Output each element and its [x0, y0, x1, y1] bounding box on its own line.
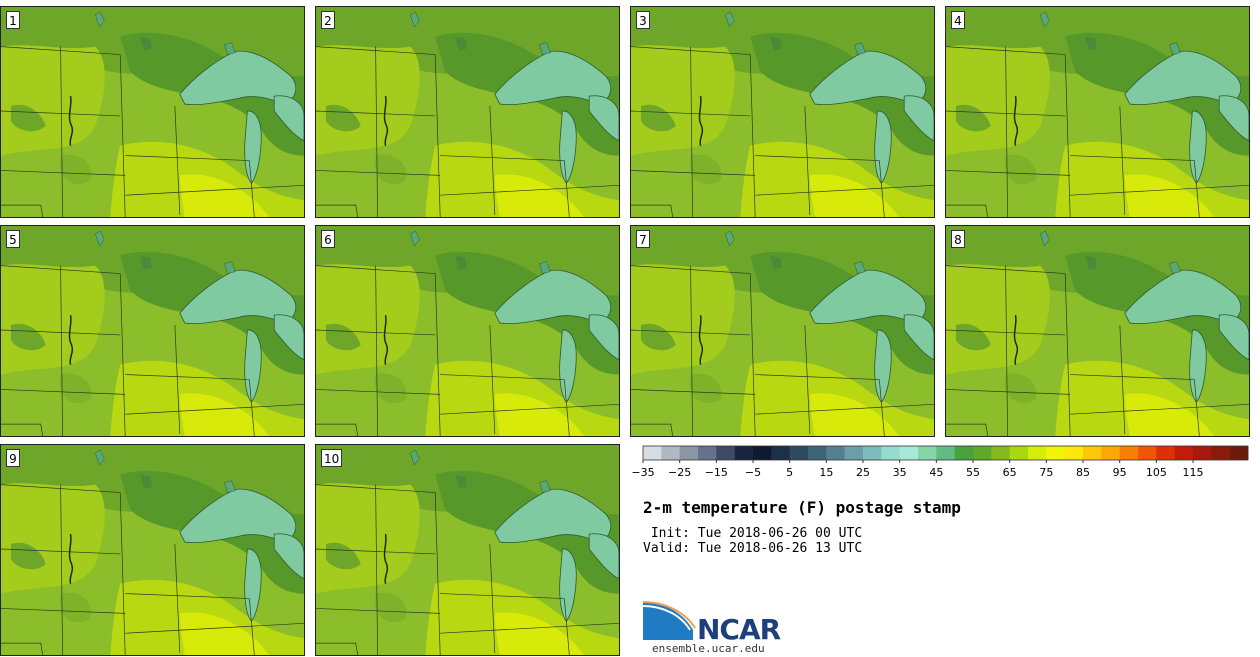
- colorbar-tick-label: 35: [893, 466, 907, 479]
- colorbar-swatch: [1009, 446, 1029, 460]
- member-panel-4: 4: [945, 6, 1250, 218]
- colorbar-swatch: [1174, 446, 1194, 460]
- colorbar-swatch: [936, 446, 955, 460]
- valid-time: Valid: Tue 2018-06-26 13 UTC: [643, 541, 863, 556]
- colorbar-tick-label: −35: [631, 466, 654, 479]
- member-number-label: 7: [636, 230, 650, 248]
- chart-title: 2-m temperature (F) postage stamp: [643, 498, 961, 517]
- colorbar-tick-label: 55: [966, 466, 980, 479]
- colorbar-tick-label: −25: [668, 466, 691, 479]
- member-panel-7: 7: [630, 225, 935, 437]
- member-panel-5: 5: [0, 225, 305, 437]
- member-panel-9: 9: [0, 444, 305, 656]
- colorbar-tick-label: 85: [1076, 466, 1090, 479]
- colorbar-swatch: [1229, 446, 1249, 460]
- member-number-label: 10: [321, 449, 343, 467]
- member-panel-6: 6: [315, 225, 620, 437]
- colorbar-swatch: [1028, 446, 1047, 460]
- colorbar-swatch: [1101, 446, 1120, 460]
- member-number-label: 1: [6, 11, 20, 29]
- temperature-map: [631, 226, 934, 436]
- member-number-label: 2: [321, 11, 335, 29]
- colorbar: −35 −25 −15 −5 5 15 25 35 45 55 65 75 85 95 105 115: [631, 445, 1249, 479]
- colorbar-swatch: [1064, 446, 1084, 460]
- ncar-wordmark: NCAR: [697, 613, 781, 646]
- ensemble-url: ensemble.ucar.edu: [652, 642, 765, 655]
- colorbar-tick-label: 75: [1039, 466, 1053, 479]
- temperature-map: [946, 7, 1249, 217]
- colorbar-tick-label: −5: [745, 466, 761, 479]
- colorbar-tick-label: 15: [819, 466, 833, 479]
- ncar-logo-icon: [643, 601, 696, 640]
- member-number-label: 5: [6, 230, 20, 248]
- colorbar-tick-label: 115: [1183, 466, 1204, 479]
- colorbar-swatch: [789, 446, 809, 460]
- colorbar-swatch: [863, 446, 882, 460]
- member-panel-10: 10: [315, 444, 620, 656]
- colorbar-swatch: [973, 446, 992, 460]
- colorbar-swatch: [1119, 446, 1139, 460]
- temperature-map: [316, 226, 619, 436]
- colorbar-swatch: [826, 446, 845, 460]
- init-time: Init: Tue 2018-06-26 00 UTC: [643, 526, 863, 541]
- temperature-map: [316, 445, 619, 655]
- colorbar-swatch: [753, 446, 772, 460]
- temperature-map: [631, 7, 934, 217]
- colorbar-swatch: [661, 446, 680, 460]
- colorbar-swatch: [918, 446, 937, 460]
- member-panel-2: 2: [315, 6, 620, 218]
- colorbar-swatch: [698, 446, 717, 460]
- colorbar-tick-label: 45: [929, 466, 943, 479]
- temperature-map: [1, 7, 304, 217]
- member-number-label: 6: [321, 230, 335, 248]
- colorbar-swatch: [954, 446, 974, 460]
- colorbar-swatch: [1138, 446, 1157, 460]
- temperature-map: [316, 7, 619, 217]
- colorbar-swatch: [1083, 446, 1102, 460]
- temperature-map: [1, 226, 304, 436]
- colorbar-tick-label: 5: [786, 466, 793, 479]
- member-number-label: 4: [951, 11, 965, 29]
- colorbar-swatch: [881, 446, 900, 460]
- colorbar-swatch: [679, 446, 699, 460]
- colorbar-swatch: [716, 446, 735, 460]
- temperature-map: [1, 445, 304, 655]
- colorbar-swatch: [844, 446, 864, 460]
- member-number-label: 8: [951, 230, 965, 248]
- colorbar-swatch: [1156, 446, 1175, 460]
- member-number-label: 9: [6, 449, 20, 467]
- colorbar-swatch: [899, 446, 919, 460]
- temperature-map: [946, 226, 1249, 436]
- colorbar-swatch: [1046, 446, 1065, 460]
- colorbar-swatch: [734, 446, 754, 460]
- colorbar-swatch: [991, 446, 1010, 460]
- colorbar-tick-label: 65: [1003, 466, 1017, 479]
- member-number-label: 3: [636, 11, 650, 29]
- colorbar-swatch: [643, 446, 662, 460]
- colorbar-swatch: [1211, 446, 1230, 460]
- colorbar-tick-label: 25: [856, 466, 870, 479]
- colorbar-tick-label: 95: [1113, 466, 1127, 479]
- colorbar-tick-label: −15: [705, 466, 728, 479]
- colorbar-swatch: [1193, 446, 1212, 460]
- colorbar-tick-label: 105: [1146, 466, 1167, 479]
- member-panel-8: 8: [945, 225, 1250, 437]
- colorbar-swatch: [808, 446, 827, 460]
- member-panel-3: 3: [630, 6, 935, 218]
- colorbar-swatch: [771, 446, 790, 460]
- member-panel-1: 1: [0, 6, 305, 218]
